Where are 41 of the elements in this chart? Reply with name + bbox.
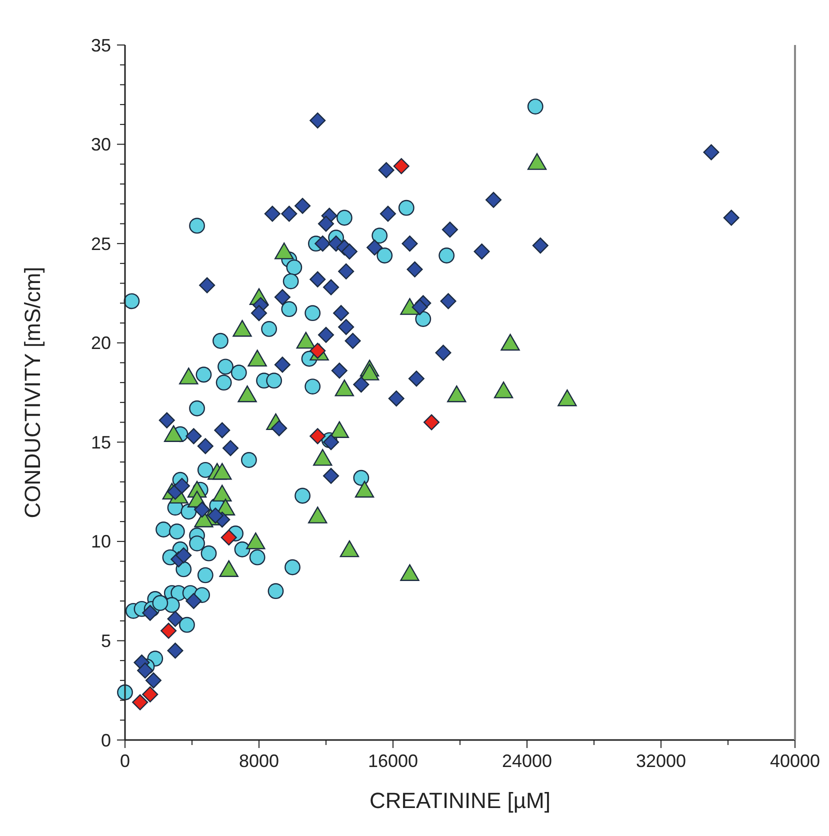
point	[274, 242, 294, 260]
x-tick-label: 8000	[238, 751, 280, 771]
point	[354, 480, 374, 498]
point	[500, 334, 520, 351]
point	[232, 320, 252, 337]
x-tick-label: 40000	[770, 751, 820, 771]
y-tick-label: 20	[90, 333, 111, 354]
y-tick-label: 15	[90, 432, 111, 452]
point	[494, 382, 514, 398]
point	[340, 540, 360, 558]
point	[212, 484, 232, 502]
point	[447, 385, 466, 402]
point	[238, 385, 257, 402]
point	[527, 153, 547, 170]
point	[246, 532, 266, 550]
x-tick-label: 0	[120, 751, 130, 771]
y-tick-label: 10	[90, 532, 111, 552]
point	[313, 449, 332, 466]
x-tick-label: 32000	[636, 751, 686, 771]
x-axis-title: CREATININE [µM]	[370, 788, 550, 813]
y-tick-label: 5	[100, 631, 111, 652]
point	[400, 564, 420, 581]
point	[400, 298, 420, 315]
point	[164, 425, 184, 442]
y-tick-label: 0	[100, 730, 111, 750]
y-tick-label: 30	[90, 134, 111, 155]
point	[219, 560, 238, 578]
point	[334, 380, 354, 396]
y-axis-title: CONDUCTIVITY [mS/cm]	[20, 266, 45, 518]
point	[212, 462, 232, 480]
y-tick-label: 35	[90, 35, 111, 56]
y-tick-label: 25	[90, 234, 111, 254]
point	[558, 389, 577, 406]
point	[360, 364, 380, 380]
x-tick-label: 24000	[502, 751, 552, 771]
point	[308, 506, 328, 524]
x-tick-label: 16000	[368, 751, 418, 771]
point	[179, 368, 198, 384]
point	[248, 350, 267, 367]
point	[330, 421, 349, 438]
point	[296, 332, 316, 349]
